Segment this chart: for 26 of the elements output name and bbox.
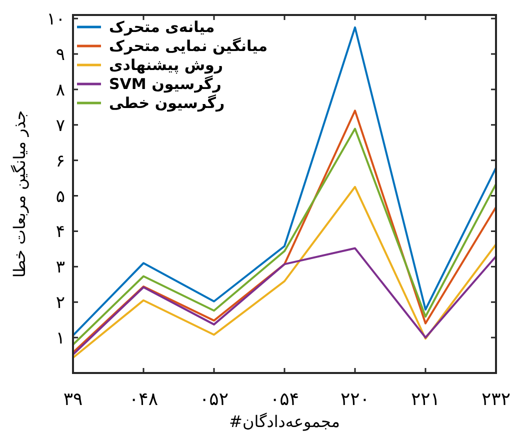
legend-label: میانگین نمایی متحرک [109, 37, 268, 55]
y-tick-label: ۸ [56, 80, 65, 100]
x-tick-label: ۳۹ [63, 389, 83, 410]
y-tick-label: ۶ [56, 151, 65, 172]
x-tick-label: ۰۵۴ [270, 389, 300, 410]
x-tick-label: ۲۲۰ [340, 389, 370, 410]
legend-label: روش پیشنهادی [109, 56, 224, 74]
y-axis-title: جذر میانگین مربعات خطا [10, 110, 29, 278]
legend-label: میانه‌ی متحرک [109, 18, 215, 36]
x-axis-title: مجموعه‌دادگان# [229, 412, 340, 431]
y-tick-label: ۲ [56, 293, 65, 314]
line-series [72, 247, 497, 356]
y-tick-label: ۱۰ [46, 10, 65, 30]
y-tick-label: ۳ [56, 258, 65, 278]
legend-label: رگرسیون SVM [109, 75, 222, 93]
x-tick-label: ۰۵۲ [199, 389, 229, 410]
y-tick-label: ۱ [56, 328, 65, 349]
line-series [72, 186, 497, 359]
y-tick-label: ۵ [56, 186, 65, 207]
x-tick-label: ۰۴۸ [128, 389, 158, 410]
y-tick-label: ۴ [56, 222, 65, 242]
y-tick-label: ۹ [56, 44, 65, 65]
x-tick-label: ۲۲۱ [410, 389, 440, 410]
y-tick-label: ۷ [56, 116, 65, 136]
legend-label: رگرسیون خطی [109, 94, 225, 112]
x-tick-label: ۲۳۲ [481, 389, 511, 410]
